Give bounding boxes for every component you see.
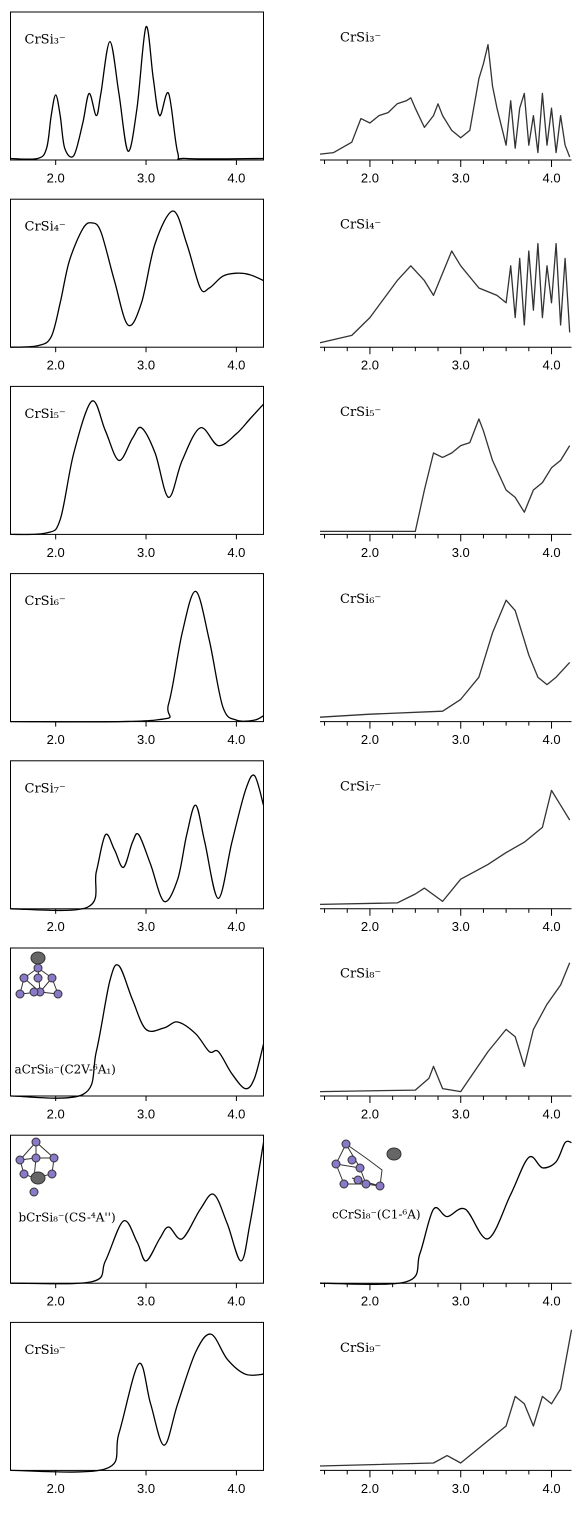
x-tick-label: 3.0	[452, 170, 470, 185]
x-tick-label: 2.0	[47, 170, 65, 185]
x-tick-label: 3.0	[452, 1481, 470, 1496]
x-tick-label: 3.0	[137, 358, 155, 373]
panel-label: CrSi₇⁻	[340, 779, 381, 794]
x-tick-label: 4.0	[542, 919, 560, 934]
panel-label: cCrSi₈⁻(C1-⁶A)	[332, 1208, 421, 1222]
x-tick-label: 2.0	[47, 732, 65, 747]
x-tick-label: 2.0	[361, 545, 379, 560]
x-tick-label: 4.0	[542, 1106, 560, 1121]
x-tick-label: 2.0	[47, 545, 65, 560]
x-tick-label: 2.0	[361, 1481, 379, 1496]
spectrum-line	[11, 591, 264, 722]
x-tick-label: 4.0	[542, 1481, 560, 1496]
x-tick-label: 4.0	[227, 545, 245, 560]
x-tick-label: 3.0	[452, 732, 470, 747]
panel-label: CrSi₈⁻	[340, 967, 381, 982]
x-tick-label: 2.0	[47, 1481, 65, 1496]
x-tick-label: 3.0	[452, 919, 470, 934]
molecule-b	[16, 1138, 58, 1196]
x-tick-label: 3.0	[137, 919, 155, 934]
panel-label: aCrSi₈⁻(C2V-⁶A₁)	[15, 1063, 116, 1077]
spectrum-line	[320, 419, 570, 531]
x-tick-label: 2.0	[361, 1106, 379, 1121]
x-tick-label: 4.0	[542, 170, 560, 185]
x-tick-label: 3.0	[452, 1294, 470, 1309]
spectrum-line	[320, 963, 570, 1092]
x-tick-label: 3.0	[137, 170, 155, 185]
x-tick-label: 4.0	[227, 919, 245, 934]
x-tick-label: 3.0	[452, 358, 470, 373]
panel-label: CrSi₆⁻	[25, 594, 66, 609]
x-tick-label: 4.0	[542, 358, 560, 373]
spectrum-line	[11, 965, 264, 1098]
panel-label: CrSi₃⁻	[25, 33, 66, 48]
x-tick-label: 4.0	[227, 1481, 245, 1496]
panel-label: CrSi₄⁻	[340, 218, 381, 233]
x-tick-label: 2.0	[361, 358, 379, 373]
x-tick-label: 2.0	[361, 919, 379, 934]
x-tick-label: 3.0	[452, 545, 470, 560]
x-tick-label: 3.0	[137, 1294, 155, 1309]
x-tick-label: 2.0	[361, 170, 379, 185]
x-tick-label: 3.0	[452, 1106, 470, 1121]
x-tick-label: 2.0	[47, 1106, 65, 1121]
panel-label: CrSi₄⁻	[25, 220, 66, 235]
x-tick-label: 2.0	[361, 732, 379, 747]
x-tick-label: 4.0	[227, 1294, 245, 1309]
x-tick-label: 3.0	[137, 545, 155, 560]
spectrum-line	[320, 244, 570, 343]
x-tick-label: 4.0	[542, 1294, 560, 1309]
spectrum-line	[320, 790, 570, 904]
x-tick-label: 4.0	[542, 732, 560, 747]
molecule-a	[16, 952, 62, 998]
x-tick-label: 2.0	[47, 919, 65, 934]
x-tick-label: 2.0	[361, 1294, 379, 1309]
plot-frame	[11, 1135, 264, 1283]
panel-label: CrSi₃⁻	[340, 31, 381, 46]
panel-label: CrSi₉⁻	[340, 1341, 381, 1356]
spectrum-line	[320, 600, 570, 717]
x-tick-label: 2.0	[47, 358, 65, 373]
panel-label: CrSi₇⁻	[25, 781, 66, 796]
x-tick-label: 4.0	[227, 1106, 245, 1121]
figure: 2.0 3.0 4.0 CrSi₃⁻ 2.0 3.0 4.0 CrSi₃⁻ 2.0 3.0 4.0 C…	[0, 0, 572, 1532]
x-tick-label: 4.0	[227, 358, 245, 373]
panel-label: CrSi₅⁻	[25, 407, 66, 422]
x-tick-label: 3.0	[137, 732, 155, 747]
x-tick-label: 2.0	[47, 1294, 65, 1309]
panel-label: CrSi₆⁻	[340, 592, 381, 607]
x-tick-label: 4.0	[227, 732, 245, 747]
x-tick-label: 4.0	[227, 170, 245, 185]
panel-label: bCrSi₈⁻(CS-⁴A'')	[19, 1211, 116, 1225]
x-tick-label: 4.0	[542, 545, 560, 560]
spectrum-line	[320, 45, 570, 157]
x-tick-label: 3.0	[137, 1481, 155, 1496]
panel-label: CrSi₉⁻	[25, 1343, 66, 1358]
panel-label: CrSi₅⁻	[340, 405, 381, 420]
x-tick-label: 3.0	[137, 1106, 155, 1121]
molecule-c	[332, 1140, 401, 1190]
